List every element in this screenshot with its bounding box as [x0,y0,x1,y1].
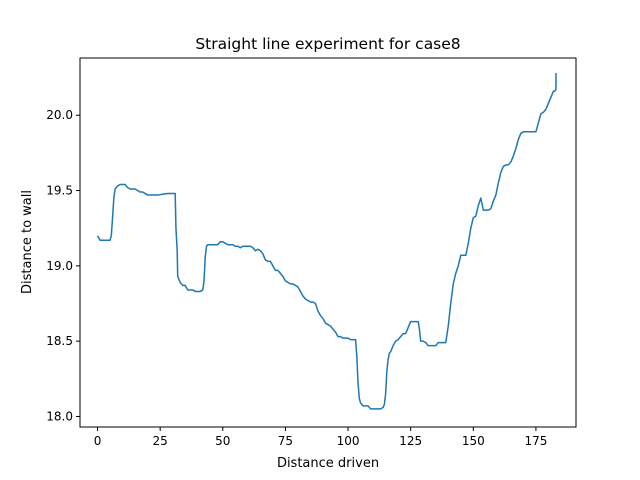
chart-title: Straight line experiment for case8 [195,35,460,53]
series-line-0 [96,73,557,410]
y-tick-label: 19.5 [46,184,73,198]
x-tick-label: 150 [462,434,485,448]
axes-frame [79,57,577,428]
x-tick-label: 175 [524,434,547,448]
x-tick-label: 50 [215,434,230,448]
x-tick-label: 100 [337,434,360,448]
x-tick-label: 0 [94,434,102,448]
y-axis-label: Distance to wall [20,190,35,294]
y-tick-label: 18.5 [46,334,73,348]
y-axis-ticks: 18.0 18.5 19.0 19.5 20.0 [46,108,80,423]
x-axis-ticks: 0 25 50 75 100 125 150 175 [94,427,547,448]
y-tick-label: 20.0 [46,108,73,122]
x-tick-label: 75 [278,434,293,448]
x-tick-label: 25 [153,434,168,448]
x-axis-label: Distance driven [277,456,379,471]
plot-area [96,73,557,410]
y-tick-label: 19.0 [46,259,73,273]
y-tick-label: 18.0 [46,409,73,423]
x-tick-label: 125 [399,434,422,448]
